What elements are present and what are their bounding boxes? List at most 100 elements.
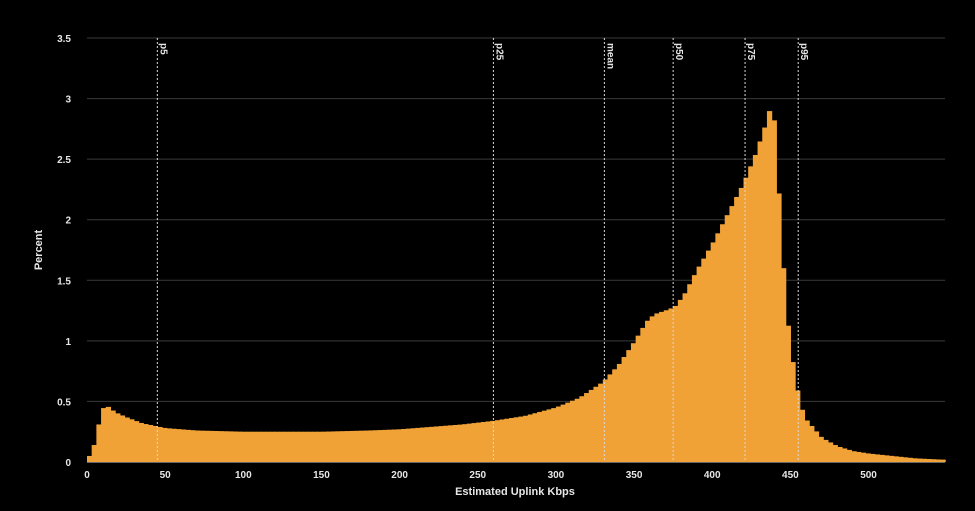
histogram-bar	[926, 459, 932, 462]
histogram-bar	[330, 431, 337, 462]
histogram-bar	[424, 427, 430, 462]
histogram-bar	[162, 427, 168, 462]
histogram-bar	[452, 424, 459, 462]
histogram-bar	[419, 427, 426, 462]
histogram-bar	[823, 439, 829, 462]
grid-lines	[87, 37, 945, 463]
histogram-bar	[762, 127, 768, 462]
histogram-bar	[298, 431, 304, 462]
histogram-bar	[771, 120, 777, 463]
histogram-bar	[429, 426, 435, 462]
x-axis-label: Estimated Uplink Kbps	[455, 486, 575, 498]
histogram-bar	[387, 429, 393, 462]
histogram-bar	[457, 424, 463, 462]
histogram-bar	[555, 406, 562, 462]
histogram-bar	[705, 250, 712, 462]
histogram-bar	[720, 224, 726, 462]
histogram-bar	[382, 429, 388, 462]
histogram-bar	[316, 431, 323, 462]
histogram-bar	[354, 430, 360, 462]
x-tick-label: 400	[704, 470, 721, 481]
histogram-bar	[326, 431, 332, 462]
histogram-bar	[269, 431, 276, 462]
histogram-bars	[87, 111, 946, 463]
histogram-bar	[438, 426, 444, 462]
y-tick-label: 3	[65, 95, 71, 106]
histogram-bar	[288, 431, 294, 462]
histogram-bar	[682, 293, 688, 462]
histogram-bar	[213, 431, 219, 462]
histogram-bar	[344, 431, 351, 462]
histogram-bar	[687, 284, 693, 462]
histogram-bar	[101, 408, 107, 462]
histogram-bar	[541, 410, 548, 462]
histogram-bar	[410, 428, 416, 462]
histogram-bar	[560, 404, 566, 462]
histogram-bar	[349, 430, 355, 462]
histogram-bar	[799, 409, 806, 462]
histogram-bar	[931, 459, 937, 462]
histogram-bar	[293, 431, 299, 462]
histogram-bar	[851, 451, 857, 462]
histogram-bar	[363, 430, 369, 462]
histogram-bar	[260, 431, 266, 462]
histogram-bar	[598, 383, 604, 462]
x-tick-label: 300	[548, 470, 565, 481]
histogram-bar	[87, 455, 93, 462]
histogram-bar	[255, 431, 262, 462]
histogram-bar	[893, 456, 899, 462]
histogram-bar	[166, 428, 173, 462]
x-tick-label: 250	[469, 470, 486, 481]
percentile-marker-label: p25	[493, 43, 504, 61]
histogram-bar	[776, 193, 782, 462]
histogram-bar	[443, 425, 449, 462]
histogram-bar	[237, 431, 243, 462]
histogram-bar	[279, 431, 285, 462]
histogram-bar	[194, 430, 201, 462]
histogram-bar	[185, 429, 191, 462]
histogram-bar	[251, 431, 257, 462]
histogram-bar	[569, 400, 576, 462]
histogram-bar	[537, 411, 543, 462]
histogram-bar	[785, 325, 791, 462]
histogram-bar	[912, 458, 918, 462]
percentile-marker-label: p5	[157, 43, 168, 55]
histogram-bar	[663, 310, 670, 462]
histogram-bar	[809, 425, 815, 462]
histogram-bar	[781, 268, 787, 462]
histogram-bar	[612, 369, 618, 462]
histogram-bar	[391, 429, 398, 462]
histogram-bar	[91, 445, 97, 462]
histogram-bar	[616, 363, 623, 462]
histogram-bar	[734, 197, 740, 462]
y-tick-label: 0.5	[57, 397, 71, 408]
percentile-marker-label: p95	[798, 43, 809, 61]
histogram-bar	[607, 374, 613, 462]
histogram-bar	[485, 421, 491, 462]
histogram-bar	[804, 420, 810, 462]
y-tick-label: 1.5	[57, 276, 71, 287]
histogram-bar	[621, 357, 627, 462]
histogram-bar	[115, 413, 121, 462]
histogram-bar	[124, 417, 130, 462]
histogram-bar	[302, 431, 308, 462]
histogram-bar	[668, 308, 674, 462]
histogram-bar	[199, 430, 205, 462]
histogram-bar	[935, 459, 942, 462]
histogram-bar	[133, 421, 140, 462]
histogram-bar	[649, 316, 655, 462]
histogram-bar	[673, 305, 679, 462]
histogram-bar	[860, 452, 867, 462]
histogram-bar	[916, 458, 923, 462]
histogram-bar	[143, 424, 149, 462]
histogram-bar	[579, 396, 585, 462]
histogram-bar	[466, 423, 473, 462]
histogram-bar	[312, 431, 318, 462]
histogram-bar	[105, 406, 112, 462]
histogram-bar	[584, 393, 590, 462]
histogram-bar	[396, 429, 402, 462]
histogram-bar	[574, 398, 580, 462]
histogram-bar	[241, 431, 248, 462]
histogram-bar	[523, 415, 529, 462]
